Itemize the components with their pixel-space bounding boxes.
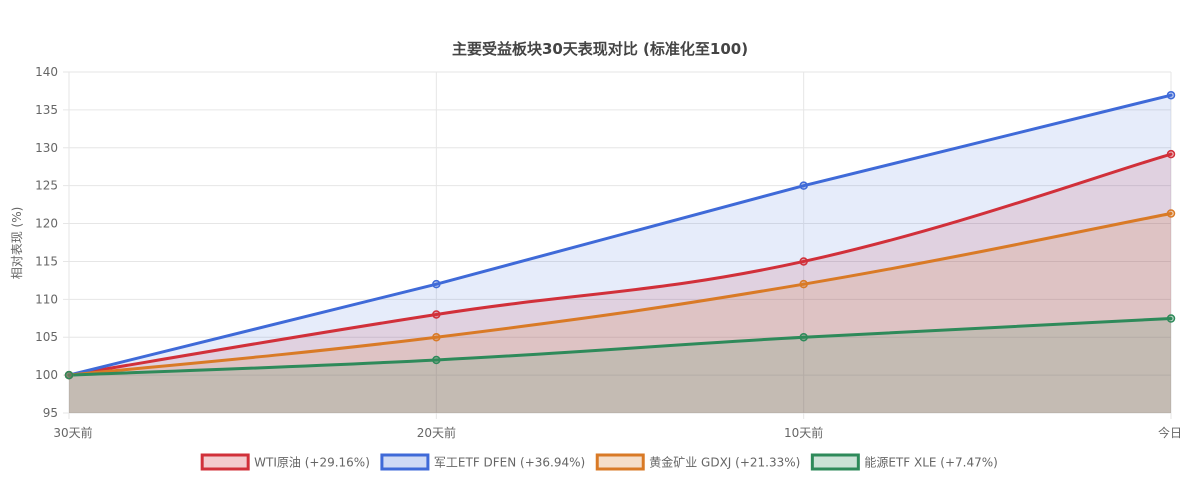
y-tick-label: 130 (35, 141, 58, 155)
series-line-0 (67, 152, 1173, 377)
legend-item-3: 能源ETF XLE (+7.47%) (810, 453, 998, 471)
chart-title: 主要受益板块30天表现对比 (标准化至100) (452, 40, 748, 58)
series-fills (69, 95, 1171, 414)
data-point-3-3 (1166, 314, 1176, 323)
y-tick-label: 125 (35, 179, 58, 193)
data-point-1-1 (432, 279, 441, 289)
y-tick-label: 115 (35, 254, 58, 268)
data-point-1-3 (1166, 90, 1176, 100)
legend-label: WTI原油 (+29.16%) (254, 456, 370, 470)
legend-label: 黄金矿业 GDXJ (+21.33%) (649, 455, 800, 470)
x-tick-label: 10天前 (784, 425, 823, 440)
legend-label: 能源ETF XLE (+7.47%) (864, 456, 997, 470)
series-area-3 (69, 318, 1171, 413)
legend-swatch (810, 453, 860, 471)
x-tick-label: 20天前 (417, 425, 456, 440)
series-line-3 (67, 317, 1173, 377)
data-point-3-2 (799, 332, 808, 342)
series-line-1 (67, 93, 1173, 377)
y-tick-label: 105 (35, 330, 58, 344)
data-point-3-0 (64, 370, 74, 380)
y-tick-label: 120 (35, 217, 58, 231)
data-point-2-2 (799, 279, 808, 289)
x-tick-label: 30天前 (53, 425, 92, 440)
series-lines (67, 93, 1173, 377)
data-point-3-1 (432, 355, 441, 365)
data-point-0-3 (1166, 149, 1176, 159)
legend-item-0: WTI原油 (+29.16%) (200, 453, 370, 471)
y-tick-label: 100 (35, 368, 58, 382)
x-axis-ticks: 30天前 20天前 10天前 今日 (53, 425, 1182, 440)
legend: WTI原油 (+29.16%) 军工ETF DFEN (+36.94%) 黄金矿业 … (200, 453, 998, 471)
y-tick-label: 110 (35, 292, 58, 306)
legend-item-2: 黄金矿业 GDXJ (+21.33%) (595, 453, 800, 471)
legend-swatch (595, 453, 645, 471)
y-axis-ticks: 95 100 105 110 115 120 125 130 135 140 (35, 65, 58, 420)
data-point-1-2 (799, 181, 808, 190)
y-tick-label: 140 (35, 65, 58, 79)
legend-swatch (380, 453, 430, 471)
data-point-0-2 (799, 257, 808, 266)
grid (63, 71, 1172, 419)
y-tick-label: 135 (35, 103, 58, 117)
data-point-2-3 (1166, 209, 1176, 218)
x-tick-label: 今日 (1158, 425, 1182, 440)
data-point-0-1 (432, 310, 441, 319)
y-axis-title: 相对表现 (%) (10, 207, 24, 280)
series-points (64, 90, 1176, 380)
data-point-2-1 (432, 332, 441, 342)
series-line-2 (67, 211, 1173, 377)
legend-item-1: 军工ETF DFEN (+36.94%) (380, 453, 585, 471)
y-tick-label: 95 (43, 406, 58, 420)
legend-swatch (200, 453, 250, 471)
legend-label: 军工ETF DFEN (+36.94%) (434, 456, 585, 470)
